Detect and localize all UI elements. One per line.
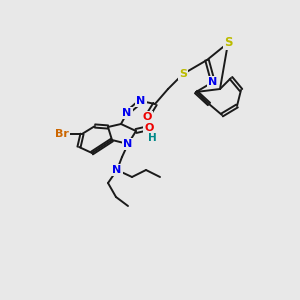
Text: N: N [123,139,133,149]
Text: N: N [112,165,122,175]
Text: S: S [224,37,232,50]
Text: N: N [136,96,146,106]
Text: N: N [208,77,217,87]
Text: O: O [142,112,152,122]
Text: H: H [148,133,156,143]
Text: S: S [179,69,187,79]
Text: N: N [122,108,132,118]
Text: Br: Br [55,129,69,139]
Text: O: O [144,123,154,133]
